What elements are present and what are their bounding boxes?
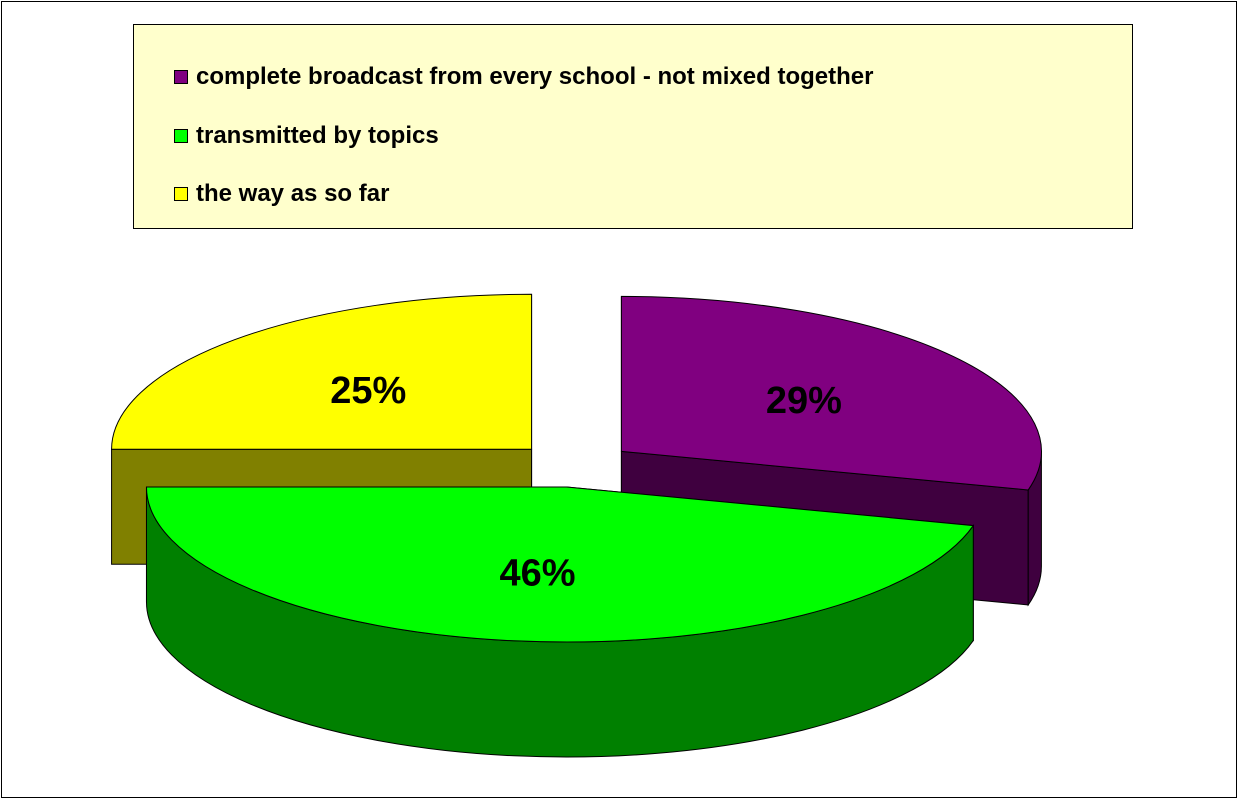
legend-item-complete-broadcast: complete broadcast from every school - n… [174,62,873,92]
legend-label: the way as so far [196,180,390,207]
legend-label: transmitted by topics [196,122,439,149]
pie-data-label-1: 46% [499,553,575,595]
pie-slice-1 [145,486,975,643]
pie-slice-2 [111,293,533,450]
pie-slice-0 [620,295,1042,491]
legend-swatch-green [174,129,188,143]
pie-data-label-0: 29% [766,380,842,422]
legend-label: complete broadcast from every school - n… [196,63,874,90]
pie-data-label-2: 25% [330,370,406,412]
legend-item-the-way-as-so-far: the way as so far [174,179,389,209]
legend-item-transmitted-by-topics: transmitted by topics [174,121,439,151]
legend-swatch-purple [174,70,188,84]
legend-swatch-yellow [174,187,188,201]
chart-legend: complete broadcast from every school - n… [133,24,1133,229]
